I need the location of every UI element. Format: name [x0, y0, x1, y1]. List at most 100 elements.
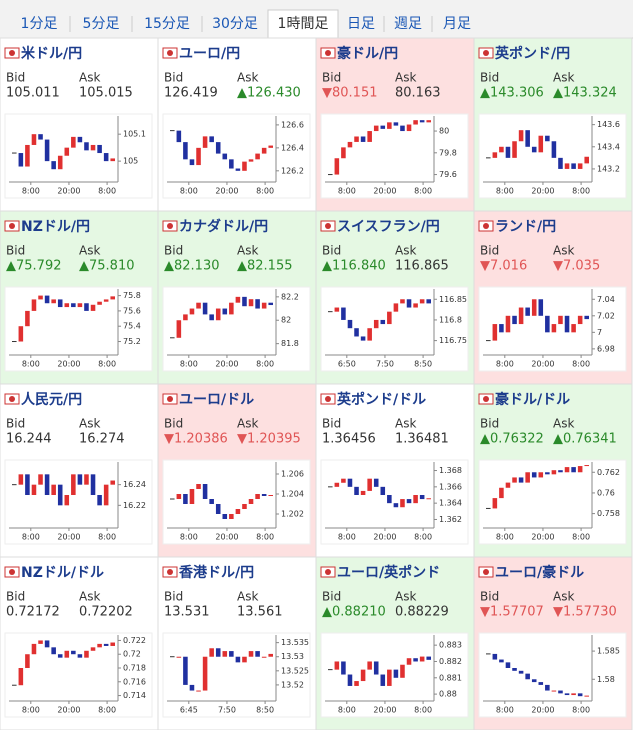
- rate-card[interactable]: ランド/円 Bid Ask ▼7.016 ▼7.035 6.98 7 7.02 7.04 8:00…: [473, 210, 633, 385]
- y-tick-label: 13.525: [281, 666, 309, 675]
- candle: [38, 134, 43, 140]
- candle: [373, 478, 379, 487]
- pair-name: NZドル/円: [21, 219, 90, 235]
- y-tick-label: 7.02: [597, 311, 615, 320]
- ask-label: Ask: [79, 417, 100, 431]
- flag-mark: [167, 396, 173, 402]
- y-tick-label: 116.75: [439, 336, 467, 345]
- bid-value: ▲0.88210: [322, 605, 386, 620]
- x-tick-label: 8:00: [338, 706, 356, 715]
- candle: [341, 661, 346, 675]
- candle: [413, 658, 418, 662]
- y-tick-label: 143.4: [597, 142, 620, 151]
- candle: [354, 486, 359, 495]
- x-tick-label: 8:00: [572, 187, 590, 196]
- tab[interactable]: 1分足: [21, 16, 58, 32]
- candle: [545, 315, 550, 333]
- tab[interactable]: 15分足: [144, 16, 190, 32]
- candle: [189, 684, 195, 691]
- chart-bg: [4, 286, 153, 372]
- x-tick-label: 8:00: [414, 187, 432, 196]
- candle: [97, 495, 102, 506]
- bid-value: 1.36456: [322, 432, 376, 447]
- pair-name: 豪ドル/円: [337, 45, 398, 62]
- tab[interactable]: 30分足: [212, 16, 258, 32]
- rate-card[interactable]: NZドル/円 Bid Ask ▲75.792 ▲75.810 75.2 75.4 75.6 75…: [0, 210, 159, 385]
- candle: [57, 155, 63, 170]
- candle: [499, 146, 504, 153]
- pair-name: ユーロ/ドル: [179, 392, 254, 408]
- tab[interactable]: 週足: [394, 16, 422, 32]
- candle: [577, 315, 583, 325]
- tab[interactable]: 月足: [443, 16, 471, 32]
- candle: [77, 303, 83, 308]
- candle: [387, 122, 392, 129]
- candle: [57, 484, 63, 506]
- candle: [347, 478, 353, 487]
- candle: [347, 319, 353, 329]
- candle: [77, 654, 83, 658]
- rate-card[interactable]: ユーロ/豪ドル Bid Ask ▼1.57707 ▼1.57730 1.58 1.585 8:…: [473, 556, 633, 730]
- candle: [334, 307, 340, 312]
- flag-mark: [483, 569, 489, 575]
- candle: [77, 136, 83, 143]
- ask-value: 116.865: [395, 259, 449, 274]
- y-tick-label: 105.1: [123, 130, 146, 139]
- candle: [84, 474, 89, 485]
- candle: [202, 484, 208, 499]
- x-tick-label: 8:00: [414, 533, 432, 542]
- candle: [525, 130, 530, 147]
- x-tick-label: 20:00: [57, 533, 80, 542]
- tab[interactable]: 日足: [347, 16, 375, 32]
- tab[interactable]: 1時間足: [278, 16, 329, 32]
- flag-mark: [325, 50, 331, 56]
- rate-card[interactable]: NZドル/ドル Bid Ask 0.72172 0.72202 0.714 0.716 0.7…: [0, 556, 159, 730]
- bid-label: Bid: [322, 244, 341, 258]
- bid-value: 16.244: [6, 432, 52, 447]
- candle: [406, 124, 412, 132]
- flag-mark: [9, 569, 15, 575]
- rate-card[interactable]: 香港ドル/円 Bid Ask 13.531 13.561 13.52 13.525 13.53…: [157, 556, 317, 730]
- rate-card[interactable]: 豪ドル/円 Bid Ask ▼80.151 80.163 79.6 79.8 80 8:00 20…: [315, 37, 475, 212]
- y-tick-label: 126.2: [281, 166, 304, 175]
- tab[interactable]: 5分足: [83, 16, 120, 32]
- candle: [518, 307, 524, 325]
- y-tick-label: 126.4: [281, 143, 304, 152]
- candle: [380, 125, 386, 129]
- bid-label: Bid: [164, 590, 183, 604]
- y-tick-label: 75.4: [123, 322, 141, 331]
- candle: [215, 504, 221, 514]
- rate-card[interactable]: ユーロ/英ポンド Bid Ask ▲0.88210 0.88229 0.88 0.881 0.…: [315, 556, 475, 730]
- rate-card[interactable]: 豪ドル/ドル Bid Ask ▲0.76322 ▲0.76341 0.758 0.76 0.7…: [473, 383, 633, 558]
- candle: [512, 141, 517, 158]
- rate-card[interactable]: 英ポンド/ドル Bid Ask 1.36456 1.36481 1.362 1.364 1.3…: [315, 383, 475, 558]
- rate-card[interactable]: 人民元/円 Bid Ask 16.244 16.274 16.22 16.24 8:00 20:…: [0, 383, 159, 558]
- rate-card[interactable]: カナダドル/円 Bid Ask ▲82.130 ▲82.155 81.8 82 82.2 8:0…: [157, 210, 317, 385]
- chart-bg: [4, 459, 153, 545]
- y-tick-label: 0.714: [123, 691, 146, 700]
- flag-mark: [9, 223, 15, 229]
- candle: [499, 324, 504, 333]
- candle: [31, 484, 37, 495]
- candle: [400, 299, 405, 304]
- rate-card[interactable]: ユーロ/ドル Bid Ask ▼1.20386 ▼1.20395 1.202 1.204 1.…: [157, 383, 317, 558]
- ask-label: Ask: [79, 590, 100, 604]
- bid-label: Bid: [480, 417, 499, 431]
- bid-value: 105.011: [6, 86, 60, 101]
- ask-value: 1.36481: [395, 432, 449, 447]
- x-tick-label: 8:00: [98, 187, 116, 196]
- chart-bg: [478, 632, 627, 718]
- candle: [373, 661, 379, 675]
- rate-card[interactable]: 米ドル/円 Bid Ask 105.011 105.015 105 105.1 8:00 20:…: [0, 37, 159, 212]
- candle: [248, 499, 254, 504]
- rate-card[interactable]: 英ポンド/円 Bid Ask ▲143.306 ▲143.324 143.2 143.4 14…: [473, 37, 633, 212]
- rate-card[interactable]: ユーロ/円 Bid Ask 126.419 ▲126.430 126.2 126.4 126.…: [157, 37, 317, 212]
- candle: [538, 682, 544, 685]
- rate-card[interactable]: スイスフラン/円 Bid Ask ▲116.840 116.865 116.75 116.8…: [315, 210, 475, 385]
- candle: [406, 658, 412, 665]
- y-tick-label: 105: [123, 157, 138, 166]
- candle: [505, 482, 511, 488]
- y-tick-label: 0.882: [439, 657, 462, 666]
- candle: [505, 662, 511, 668]
- pair-name: スイスフラン/円: [337, 219, 440, 235]
